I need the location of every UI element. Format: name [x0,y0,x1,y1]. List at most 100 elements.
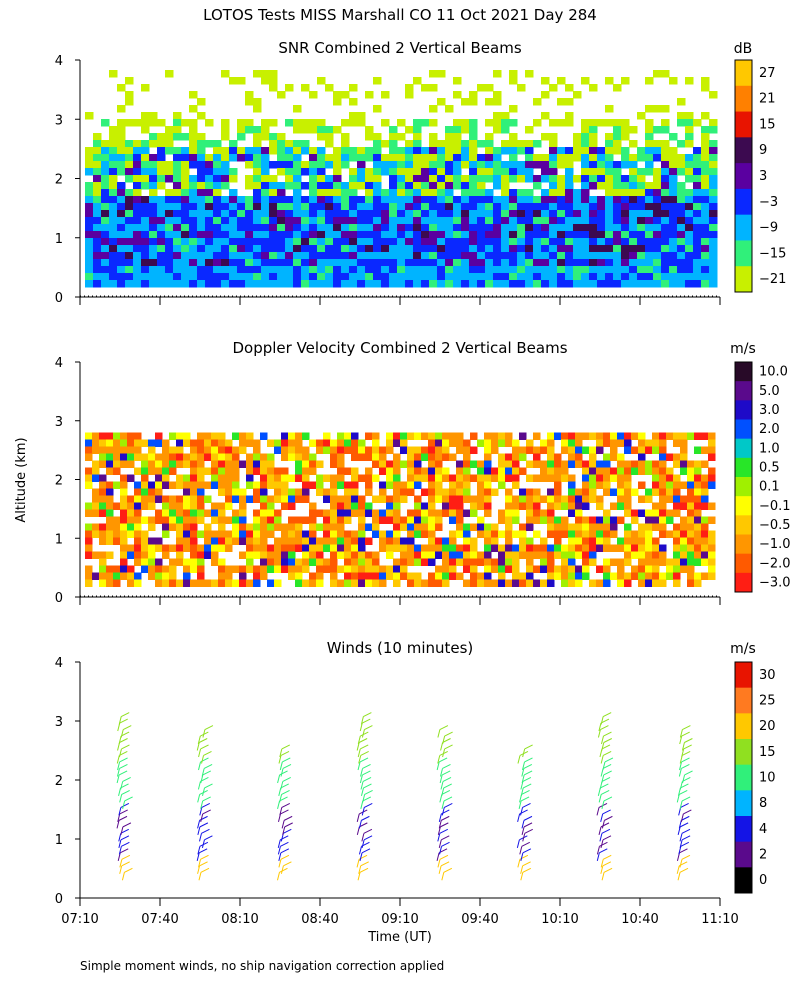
doppler-cell [561,579,569,587]
snr-cell [157,196,166,204]
snr-cell [589,84,598,92]
doppler-cell [267,544,275,552]
snr-cell [477,231,486,239]
colorbar-label: 4 [759,822,767,837]
snr-cell [637,252,646,260]
doppler-cell [414,460,422,468]
snr-cell [613,203,622,211]
doppler-cell [162,544,170,552]
snr-cell [261,224,270,232]
snr-cell [245,280,254,288]
wind-barb-flag [360,861,369,867]
snr-cell [661,175,670,183]
doppler-cell [477,572,485,580]
snr-cell [197,203,206,211]
doppler-cell [176,446,184,454]
doppler-cell [85,439,93,447]
snr-cell [685,154,694,162]
snr-cell [157,182,166,190]
doppler-cell [337,460,345,468]
snr-cell [693,147,702,155]
doppler-cell [372,558,380,566]
snr-cell [325,238,334,246]
colorbar-label: −1.0 [759,537,791,552]
snr-cell [533,161,542,169]
wind-barb-flag [359,744,369,750]
doppler-cell [386,495,394,503]
snr-cell [645,189,654,197]
doppler-cell [176,432,184,440]
doppler-cell [141,460,149,468]
snr-cell [117,126,126,134]
snr-cell [277,259,286,267]
doppler-cell [470,495,478,503]
snr-colorbar-unit: dB [734,41,753,57]
snr-cell [661,126,670,134]
doppler-cell [554,502,562,510]
doppler-cell [589,481,597,489]
doppler-cell [610,516,618,524]
snr-cell [373,168,382,176]
snr-cell [349,196,358,204]
doppler-cell [624,467,632,475]
doppler-cell [176,558,184,566]
doppler-cell [442,502,450,510]
doppler-cell [309,530,317,538]
snr-cell [341,133,350,141]
doppler-cell [624,530,632,538]
snr-cell [285,245,294,253]
snr-cell [149,119,158,127]
doppler-cell [281,446,289,454]
doppler-cell [512,446,520,454]
doppler-cell [603,558,611,566]
doppler-cell [624,544,632,552]
snr-cell [93,266,102,274]
snr-cell [229,266,238,274]
doppler-cell [442,537,450,545]
snr-cell [341,189,350,197]
snr-cell [597,119,606,127]
snr-cell [213,147,222,155]
snr-cell [573,231,582,239]
snr-cell [469,203,478,211]
doppler-cell [162,439,170,447]
doppler-cell [673,432,681,440]
wind-barb-flag [684,738,693,743]
doppler-cell [477,558,485,566]
snr-cell [621,182,630,190]
wind-barb-flag [120,835,130,841]
doppler-cell [463,481,471,489]
snr-cell [309,217,318,225]
doppler-cell [204,551,212,559]
snr-cell [653,126,662,134]
doppler-cell [337,537,345,545]
snr-cell [245,273,254,281]
snr-cell [661,217,670,225]
snr-cell [133,252,142,260]
snr-cell [581,217,590,225]
snr-cell [397,231,406,239]
doppler-cell [211,537,219,545]
doppler-cell [533,488,541,496]
snr-cell [565,175,574,183]
snr-cell [245,91,254,99]
snr-cell [605,77,614,85]
snr-cell [365,231,374,239]
snr-cell [277,245,286,253]
doppler-cell [603,460,611,468]
doppler-cell [197,516,205,524]
colorbar-swatch [735,790,752,817]
wind-barb-flag [601,776,611,782]
doppler-cell [393,558,401,566]
doppler-cell [281,474,289,482]
snr-cell [213,224,222,232]
wind-barb-shaft [440,781,444,790]
snr-cell [85,273,94,281]
doppler-cell [330,495,338,503]
wind-barb-shaft [197,735,201,745]
snr-cell [541,133,550,141]
doppler-cell [645,551,653,559]
snr-cell [677,168,686,176]
snr-cell [565,154,574,162]
snr-cell [533,259,542,267]
